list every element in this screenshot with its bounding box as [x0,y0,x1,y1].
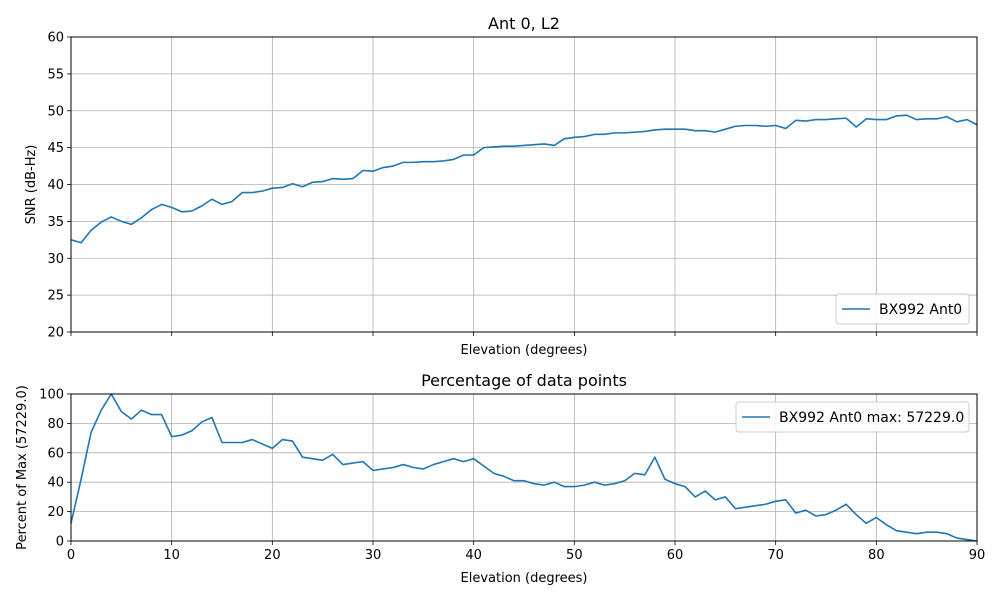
chart1-y-tick-label: 25 [47,289,64,304]
chart2-x-tick-label: 60 [667,548,684,563]
chart2-title: Percentage of data points [421,371,627,390]
chart2-x-tick-label: 0 [67,548,75,563]
chart2-y-tick-label: 40 [47,476,64,491]
chart1-y-axis-label: SNR (dB-Hz) [24,145,39,225]
chart1-x-axis-label: Elevation (degrees) [461,343,588,358]
chart2-legend-label: BX992 Ant0 max: 57229.0 [779,410,964,426]
chart1-legend-box [835,293,970,325]
chart2-y-tick-label: 60 [47,446,64,461]
chart2-series-line [70,393,978,542]
chart1-y-tick-label: 55 [47,67,64,82]
chart1-series-line [70,114,978,244]
chart2-x-tick-label: 30 [365,548,382,563]
chart2-y-tick-label: 20 [47,505,64,520]
chart2-legend-box [735,401,970,433]
chart2-x-tick-label: 20 [264,548,281,563]
chart1-y-tick-label: 20 [47,326,64,341]
chart2-y-axis-label: Percent of Max (57229.0) [15,385,30,550]
chart2-axes-frame [70,393,978,542]
chart1-y-tick-label: 60 [47,31,64,46]
chart2-x-tick-label: 70 [767,548,784,563]
chart1-y-tick-label: 30 [47,252,64,267]
chart2-x-tick-label: 90 [969,548,986,563]
chart1-title: Ant 0, L2 [488,14,560,33]
chart1-legend-label: BX992 Ant0 [879,302,962,318]
chart2-x-tick-label: 10 [163,548,180,563]
chart1-y-tick-label: 35 [47,215,64,230]
chart2-x-tick-label: 40 [465,548,482,563]
chart1-y-tick-label: 40 [47,178,64,193]
chart2-y-tick-label: 0 [56,535,64,550]
chart2-y-tick-label: 100 [39,388,64,403]
chart2-x-axis-label: Elevation (degrees) [461,571,588,586]
chart1-y-tick-label: 45 [47,141,64,156]
chart1-y-tick-label: 50 [47,104,64,119]
chart2-x-tick-label: 80 [868,548,885,563]
chart2-x-tick-label: 50 [566,548,583,563]
chart2-y-tick-label: 80 [47,417,64,432]
